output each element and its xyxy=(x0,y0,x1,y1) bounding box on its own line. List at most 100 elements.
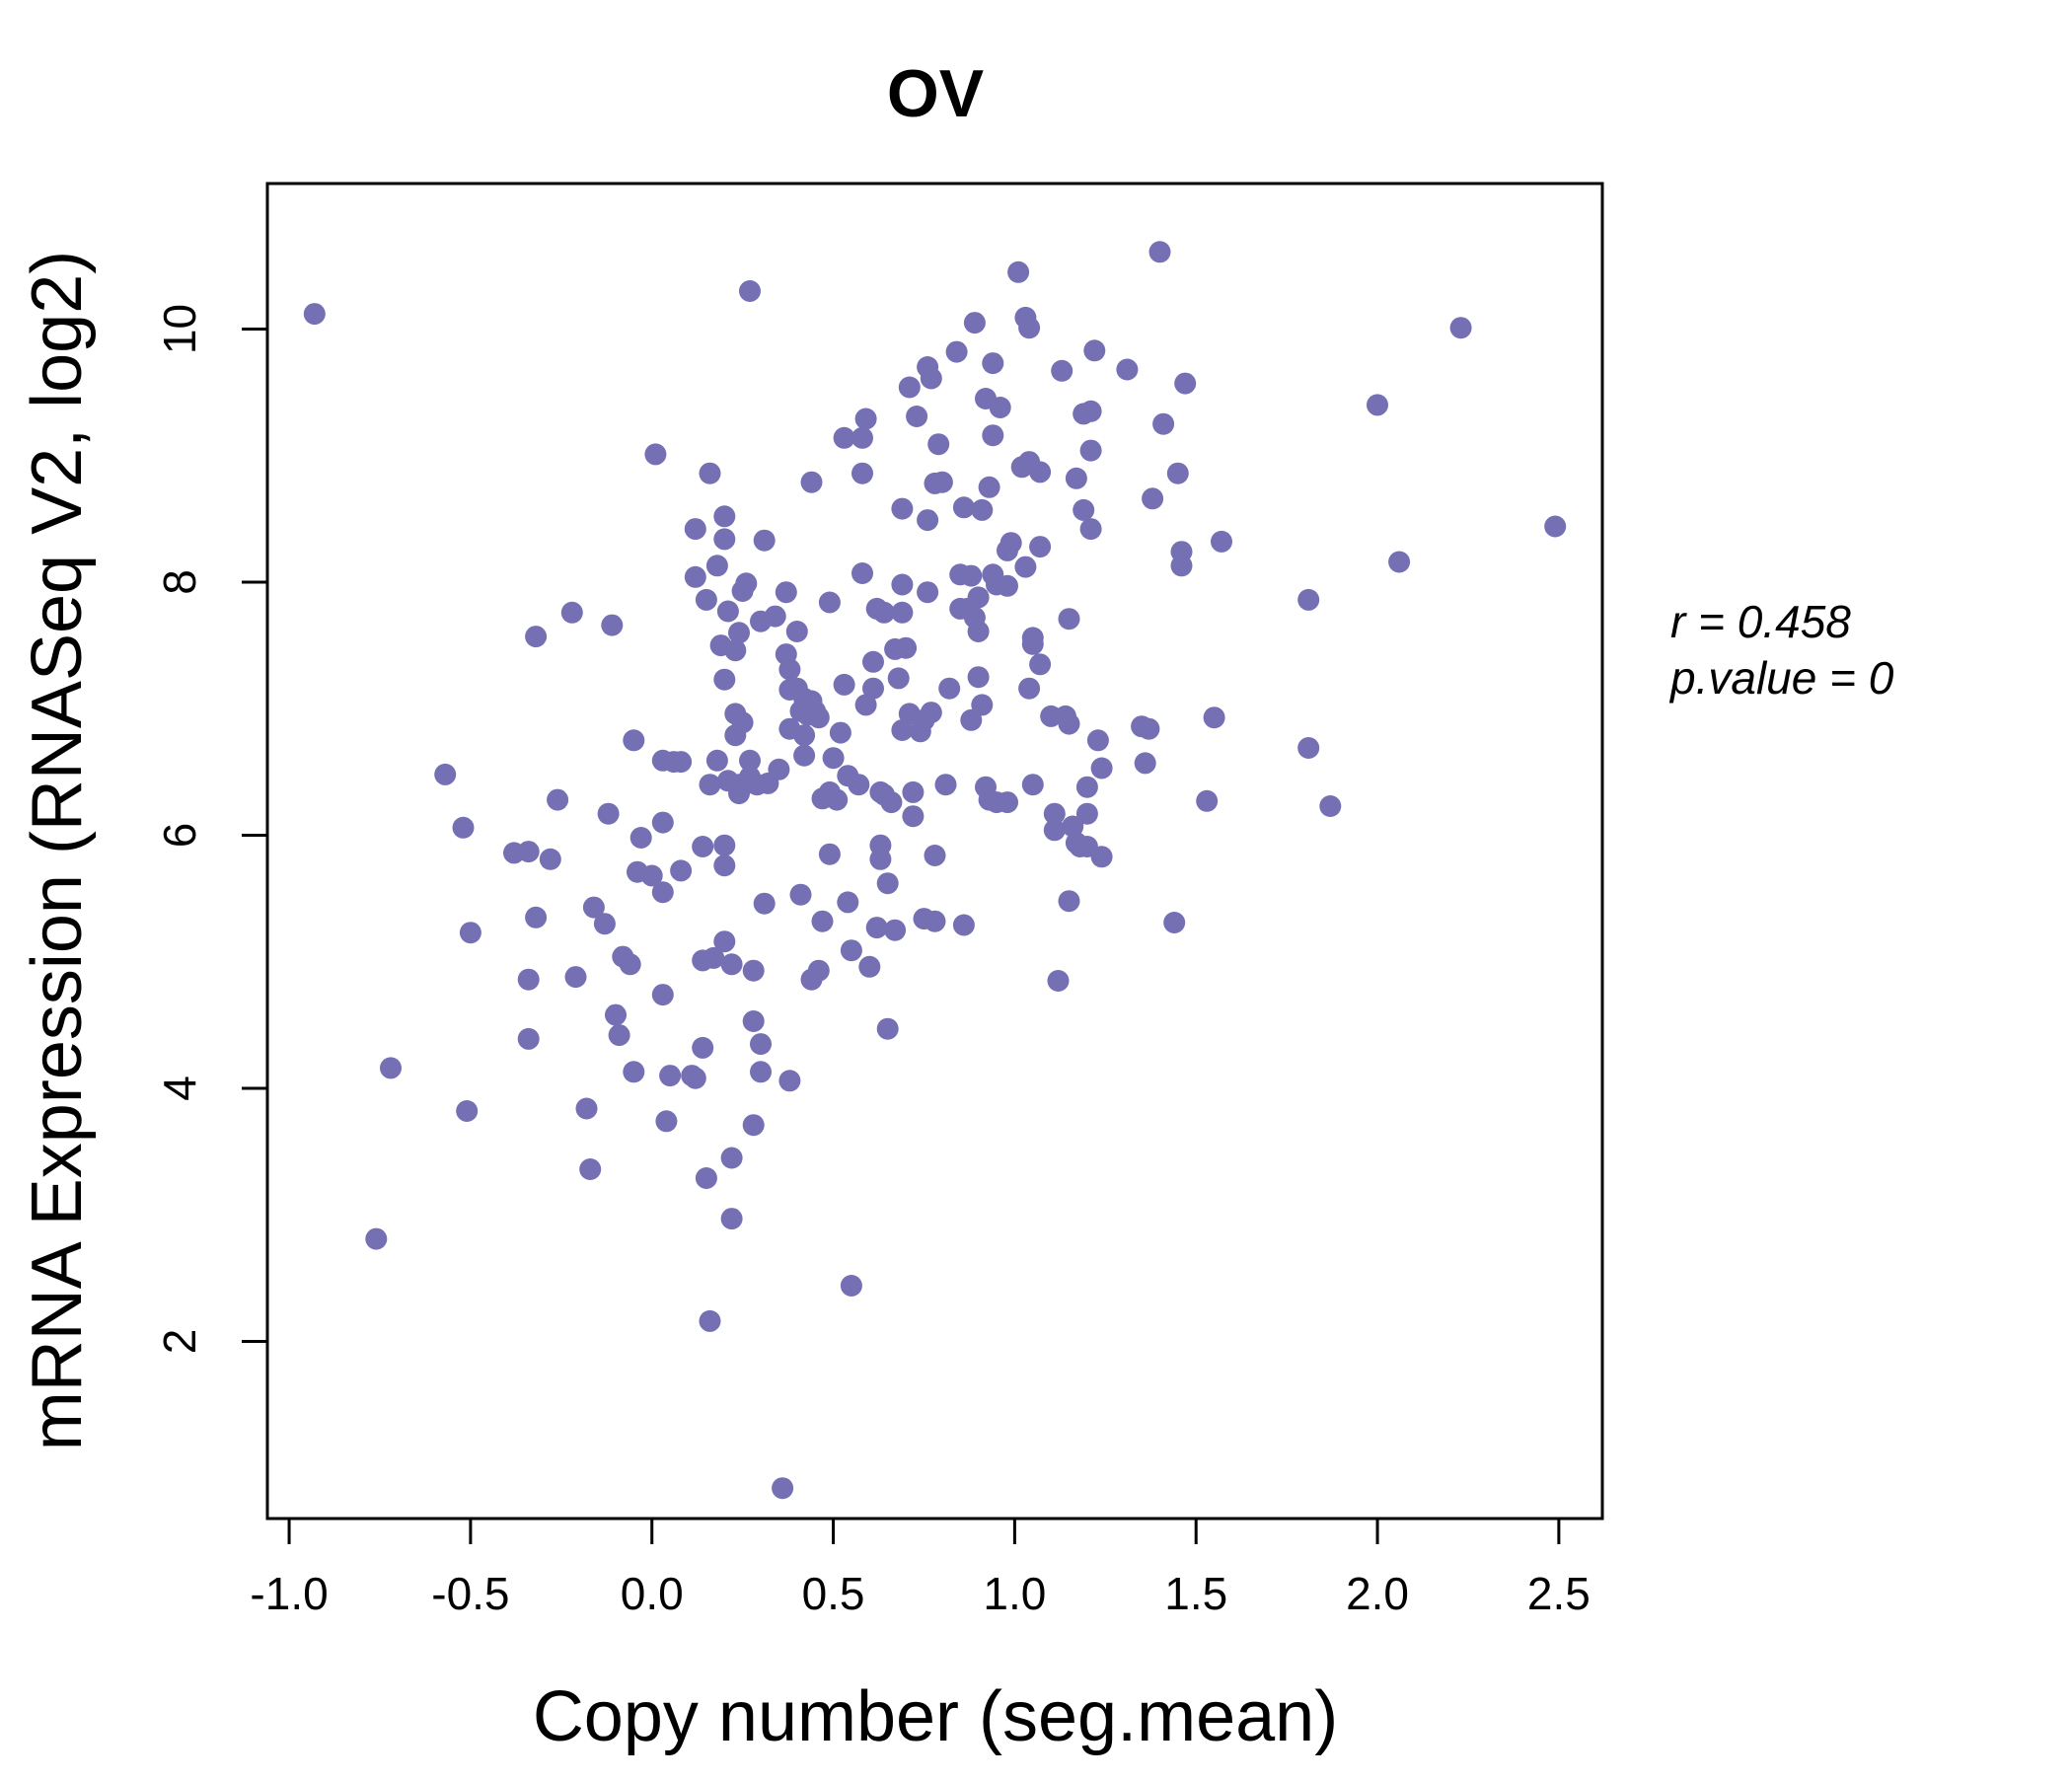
x-axis-label: Copy number (seg.mean) xyxy=(533,1677,1338,1756)
data-point-67 xyxy=(720,1147,743,1169)
data-point-82 xyxy=(742,959,765,982)
data-point-256 xyxy=(1203,706,1225,729)
data-point-205 xyxy=(1007,260,1030,283)
data-point-114 xyxy=(807,959,830,982)
data-point-249 xyxy=(1152,412,1175,435)
data-point-52 xyxy=(699,462,721,484)
data-point-246 xyxy=(1138,717,1160,740)
data-point-23 xyxy=(605,1003,627,1026)
x-tick-label-4: 1.0 xyxy=(983,1568,1046,1619)
data-point-248 xyxy=(1148,241,1171,263)
data-point-133 xyxy=(854,408,877,430)
data-point-40 xyxy=(670,751,693,774)
data-point-245 xyxy=(1134,752,1156,775)
data-point-47 xyxy=(692,836,714,857)
data-point-154 xyxy=(891,497,914,520)
data-point-10 xyxy=(517,1027,540,1050)
data-point-180 xyxy=(952,914,975,936)
data-point-100 xyxy=(778,1070,801,1092)
data-point-17 xyxy=(575,1097,598,1120)
data-point-168 xyxy=(920,702,942,724)
data-point-87 xyxy=(750,1061,772,1083)
data-point-3 xyxy=(434,763,457,785)
data-point-1 xyxy=(365,1227,388,1250)
data-point-36 xyxy=(651,984,674,1006)
data-point-126 xyxy=(837,891,859,914)
data-point-24 xyxy=(608,1024,630,1047)
data-point-102 xyxy=(785,621,808,642)
data-point-43 xyxy=(684,1067,706,1089)
stat-r: r = 0.458 xyxy=(1670,596,1851,647)
data-point-241 xyxy=(1090,757,1113,779)
data-point-228 xyxy=(1065,467,1087,489)
data-point-164 xyxy=(917,509,939,532)
data-point-45 xyxy=(684,565,706,588)
data-point-15 xyxy=(560,601,583,624)
data-point-172 xyxy=(927,433,950,456)
data-point-137 xyxy=(862,677,884,700)
data-point-182 xyxy=(960,564,983,587)
data-point-187 xyxy=(967,666,990,689)
data-point-179 xyxy=(952,496,975,519)
data-point-130 xyxy=(851,562,873,584)
data-point-128 xyxy=(840,1275,862,1297)
x-tick-label-3: 0.5 xyxy=(802,1568,865,1619)
data-point-19 xyxy=(582,896,605,919)
data-point-132 xyxy=(851,462,873,484)
data-point-186 xyxy=(967,621,990,642)
data-point-2 xyxy=(380,1057,402,1079)
x-tick-label-1: -0.5 xyxy=(431,1568,509,1619)
data-point-257 xyxy=(1211,530,1232,553)
data-point-176 xyxy=(945,340,968,363)
data-point-226 xyxy=(1058,890,1080,913)
data-point-214 xyxy=(1021,632,1044,655)
data-point-110 xyxy=(800,471,823,493)
data-point-204 xyxy=(999,532,1022,555)
data-point-136 xyxy=(862,650,884,673)
data-point-28 xyxy=(623,1061,645,1083)
data-point-41 xyxy=(670,859,693,882)
data-point-253 xyxy=(1170,555,1193,577)
data-point-135 xyxy=(858,955,881,978)
data-point-174 xyxy=(934,774,957,796)
data-point-16 xyxy=(564,966,587,989)
data-point-160 xyxy=(906,406,928,427)
data-point-51 xyxy=(699,774,721,796)
data-point-72 xyxy=(728,622,750,644)
data-point-240 xyxy=(1086,729,1109,752)
data-point-222 xyxy=(1051,359,1073,382)
data-point-117 xyxy=(818,591,841,614)
data-point-83 xyxy=(742,1114,765,1137)
data-point-158 xyxy=(902,805,925,828)
x-tick-label-2: 0.0 xyxy=(621,1568,684,1619)
data-point-84 xyxy=(742,1010,765,1032)
data-point-6 xyxy=(459,922,481,944)
data-point-165 xyxy=(917,581,939,604)
data-point-261 xyxy=(1367,394,1388,416)
stat-p-value: p.value = 0 xyxy=(1668,652,1894,704)
data-point-20 xyxy=(593,913,616,935)
data-point-251 xyxy=(1166,462,1189,484)
data-point-236 xyxy=(1079,400,1102,422)
data-point-259 xyxy=(1297,737,1320,759)
data-point-76 xyxy=(731,711,754,734)
data-point-44 xyxy=(684,518,706,541)
data-point-89 xyxy=(753,529,776,552)
data-point-116 xyxy=(811,910,834,932)
data-point-225 xyxy=(1058,608,1080,631)
data-point-242 xyxy=(1090,846,1113,868)
data-point-147 xyxy=(880,791,903,814)
data-point-35 xyxy=(651,881,674,904)
y-tick-label-1: 4 xyxy=(154,1076,205,1101)
data-point-122 xyxy=(829,721,851,744)
data-point-173 xyxy=(930,471,953,493)
data-point-255 xyxy=(1196,789,1219,812)
data-point-213 xyxy=(1021,774,1044,796)
data-point-196 xyxy=(982,424,1004,447)
data-point-12 xyxy=(525,626,548,648)
data-point-195 xyxy=(982,352,1004,375)
data-point-62 xyxy=(713,854,736,877)
data-point-227 xyxy=(1062,815,1084,838)
data-point-210 xyxy=(1018,677,1041,700)
